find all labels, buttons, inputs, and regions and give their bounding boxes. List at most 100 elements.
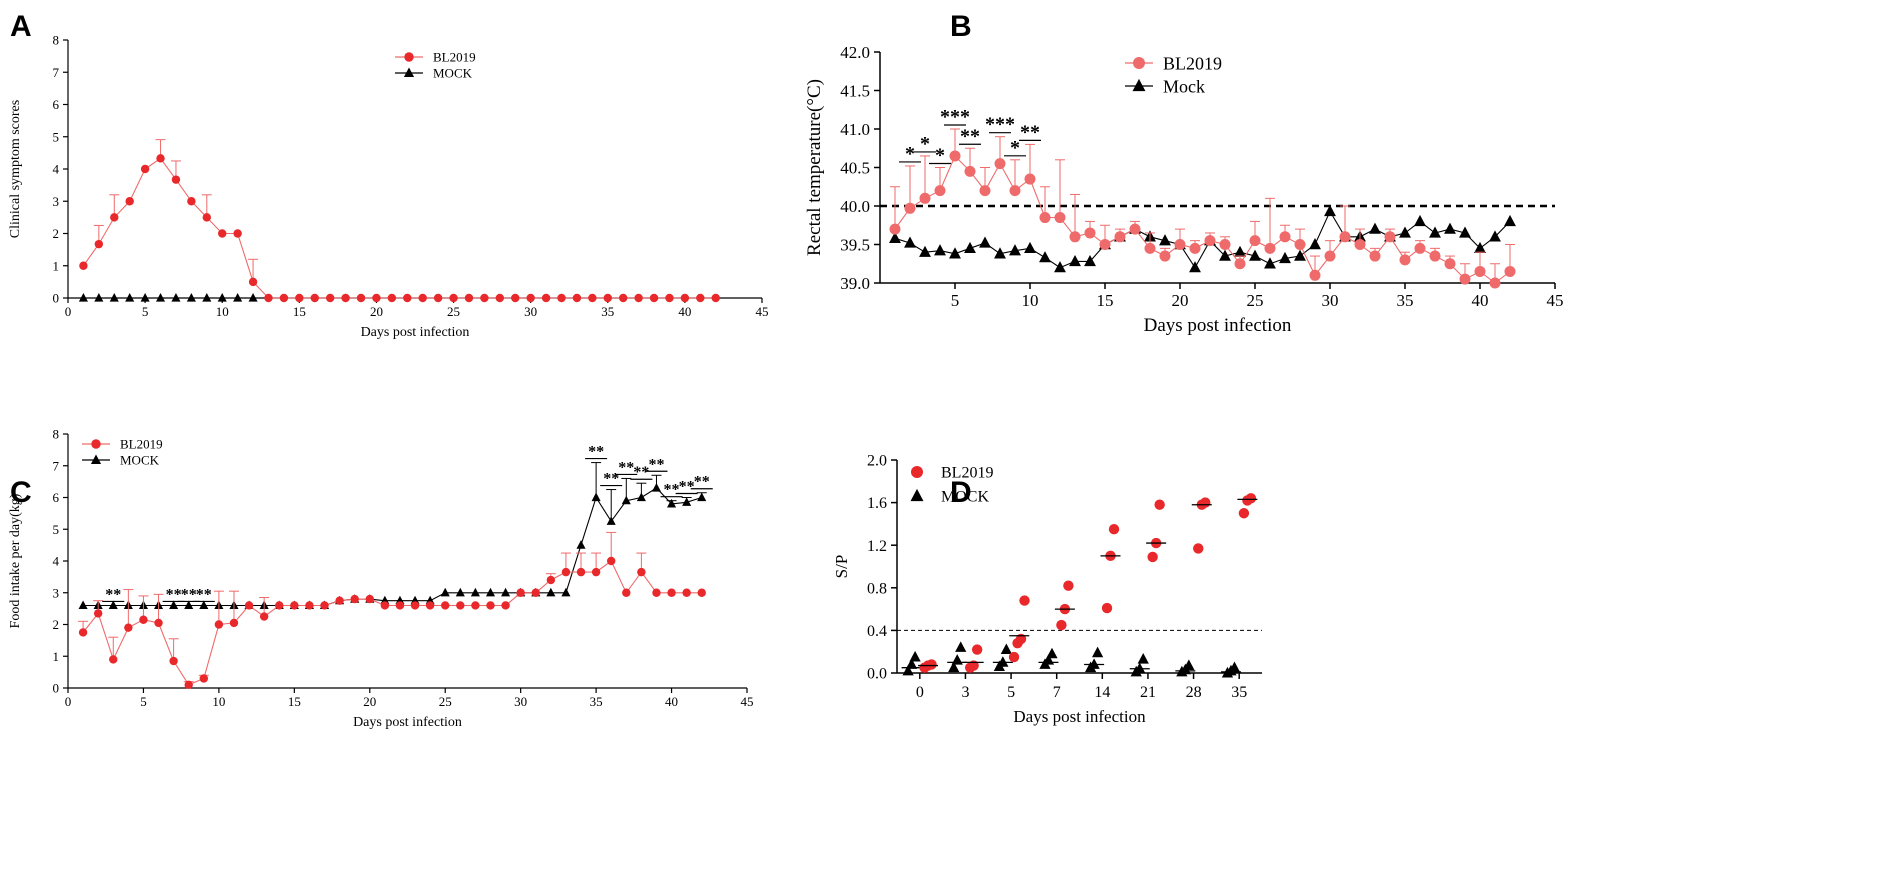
data-point-mock [1294, 249, 1306, 261]
x-tick-label: 5 [951, 291, 960, 310]
data-point-bl2019 [320, 601, 329, 610]
data-point-bl2019 [1238, 508, 1250, 519]
data-point-bl2019 [295, 293, 304, 303]
data-point-bl2019 [1114, 231, 1126, 243]
data-point-bl2019 [1309, 269, 1321, 281]
data-point-bl2019 [325, 293, 335, 303]
x-tick-label: 40 [665, 694, 678, 709]
data-point-mock [1309, 238, 1321, 250]
data-point-bl2019 [501, 601, 510, 610]
data-point-mock [217, 293, 227, 302]
data-point-bl2019 [516, 588, 525, 597]
y-tick-label: 1.6 [867, 495, 887, 512]
data-point-bl2019 [433, 293, 443, 303]
data-point-mock [1024, 241, 1036, 254]
data-point-mock [1279, 251, 1291, 264]
y-tick-label: 6 [53, 97, 60, 112]
x-tick-label: 35 [590, 694, 603, 709]
data-point-mock [561, 587, 571, 597]
significance-mark: * [935, 145, 945, 167]
data-point-bl2019 [919, 192, 931, 204]
data-point-mock [1039, 251, 1051, 263]
y-axis-title: Clinical symptom scores [8, 100, 23, 238]
legend-label-bl2019: BL2019 [941, 465, 993, 482]
data-point-mock [546, 587, 556, 597]
significance-mark: ** [664, 482, 680, 499]
data-point-bl2019 [365, 594, 374, 604]
data-point-mock [1399, 226, 1411, 238]
data-point-bl2019 [290, 601, 299, 610]
significance-mark: ** [196, 586, 212, 603]
data-point-mock [233, 293, 243, 302]
data-point-bl2019 [572, 293, 582, 303]
y-tick-label: 0.0 [867, 666, 887, 683]
x-axis-title: Days post infection [361, 325, 470, 340]
y-tick-label: 2.0 [867, 453, 887, 470]
data-point-mock [1324, 204, 1336, 217]
data-point-bl2019 [187, 197, 196, 206]
y-tick-label: 0.8 [867, 580, 887, 597]
data-point-bl2019 [1024, 173, 1036, 185]
y-tick-label: 2 [53, 617, 60, 632]
data-point-mock [248, 293, 258, 302]
data-point-bl2019 [1204, 235, 1216, 247]
x-tick-label: 5 [1007, 684, 1015, 701]
data-point-bl2019 [619, 293, 628, 303]
data-point-bl2019 [109, 655, 118, 664]
data-point-bl2019 [1129, 223, 1141, 235]
data-point-bl2019 [480, 293, 489, 303]
data-point-bl2019 [1369, 250, 1381, 262]
legend-marker [1132, 78, 1146, 92]
data-point-bl2019 [1234, 258, 1246, 270]
data-point-bl2019 [1339, 231, 1351, 243]
y-tick-label: 2 [53, 226, 60, 241]
data-point-mock [909, 650, 921, 662]
data-point-bl2019 [949, 150, 961, 162]
x-tick-label: 25 [439, 694, 452, 709]
data-point-bl2019 [1324, 250, 1336, 262]
data-point-bl2019 [341, 293, 350, 303]
y-axis-title: Food intake per day(kg) [8, 493, 23, 628]
data-point-bl2019 [926, 659, 937, 670]
data-point-bl2019 [305, 601, 314, 610]
x-tick-label: 40 [678, 304, 691, 319]
data-point-bl2019 [1159, 250, 1171, 262]
data-point-bl2019 [218, 229, 227, 238]
data-point-bl2019 [140, 164, 150, 174]
legend-label-mock: Mock [1163, 76, 1205, 96]
data-point-mock [1459, 226, 1471, 238]
data-point-mock [697, 492, 707, 502]
data-point-mock [955, 641, 967, 652]
significance-mark: *** [940, 106, 970, 128]
data-point-mock [636, 492, 646, 502]
data-point-bl2019 [649, 293, 659, 303]
data-point-bl2019 [1264, 242, 1276, 254]
data-point-bl2019 [637, 567, 646, 577]
data-point-mock [964, 241, 976, 254]
x-tick-label: 30 [514, 694, 527, 709]
data-point-bl2019 [964, 165, 976, 177]
data-point-bl2019 [561, 567, 571, 577]
data-point-bl2019 [1056, 619, 1067, 631]
y-tick-label: 41.0 [840, 120, 870, 139]
data-point-mock [186, 293, 196, 302]
panel-b-chart: 5 10 15 20 25 30 35 40 45 39.0 39.5 40.0 40.5 41.0 41.… [804, 43, 1564, 336]
data-point-mock [905, 658, 918, 669]
data-point-bl2019 [380, 601, 390, 610]
data-point-mock [948, 661, 960, 673]
x-tick-label: 35 [1231, 684, 1247, 701]
data-point-bl2019 [680, 293, 690, 303]
significance-mark: ** [648, 456, 664, 473]
data-point-mock [1444, 222, 1456, 234]
x-axis-title: Days post infection [1144, 315, 1292, 336]
y-tick-label: 7 [53, 458, 60, 473]
data-point-bl2019 [697, 588, 706, 597]
data-point-bl2019 [622, 588, 631, 597]
significance-mark: ** [181, 586, 197, 603]
data-point-mock [1134, 662, 1146, 674]
x-tick-label: 5 [140, 694, 147, 709]
x-tick-label: 7 [1053, 684, 1061, 701]
x-tick-label: 45 [741, 694, 754, 709]
